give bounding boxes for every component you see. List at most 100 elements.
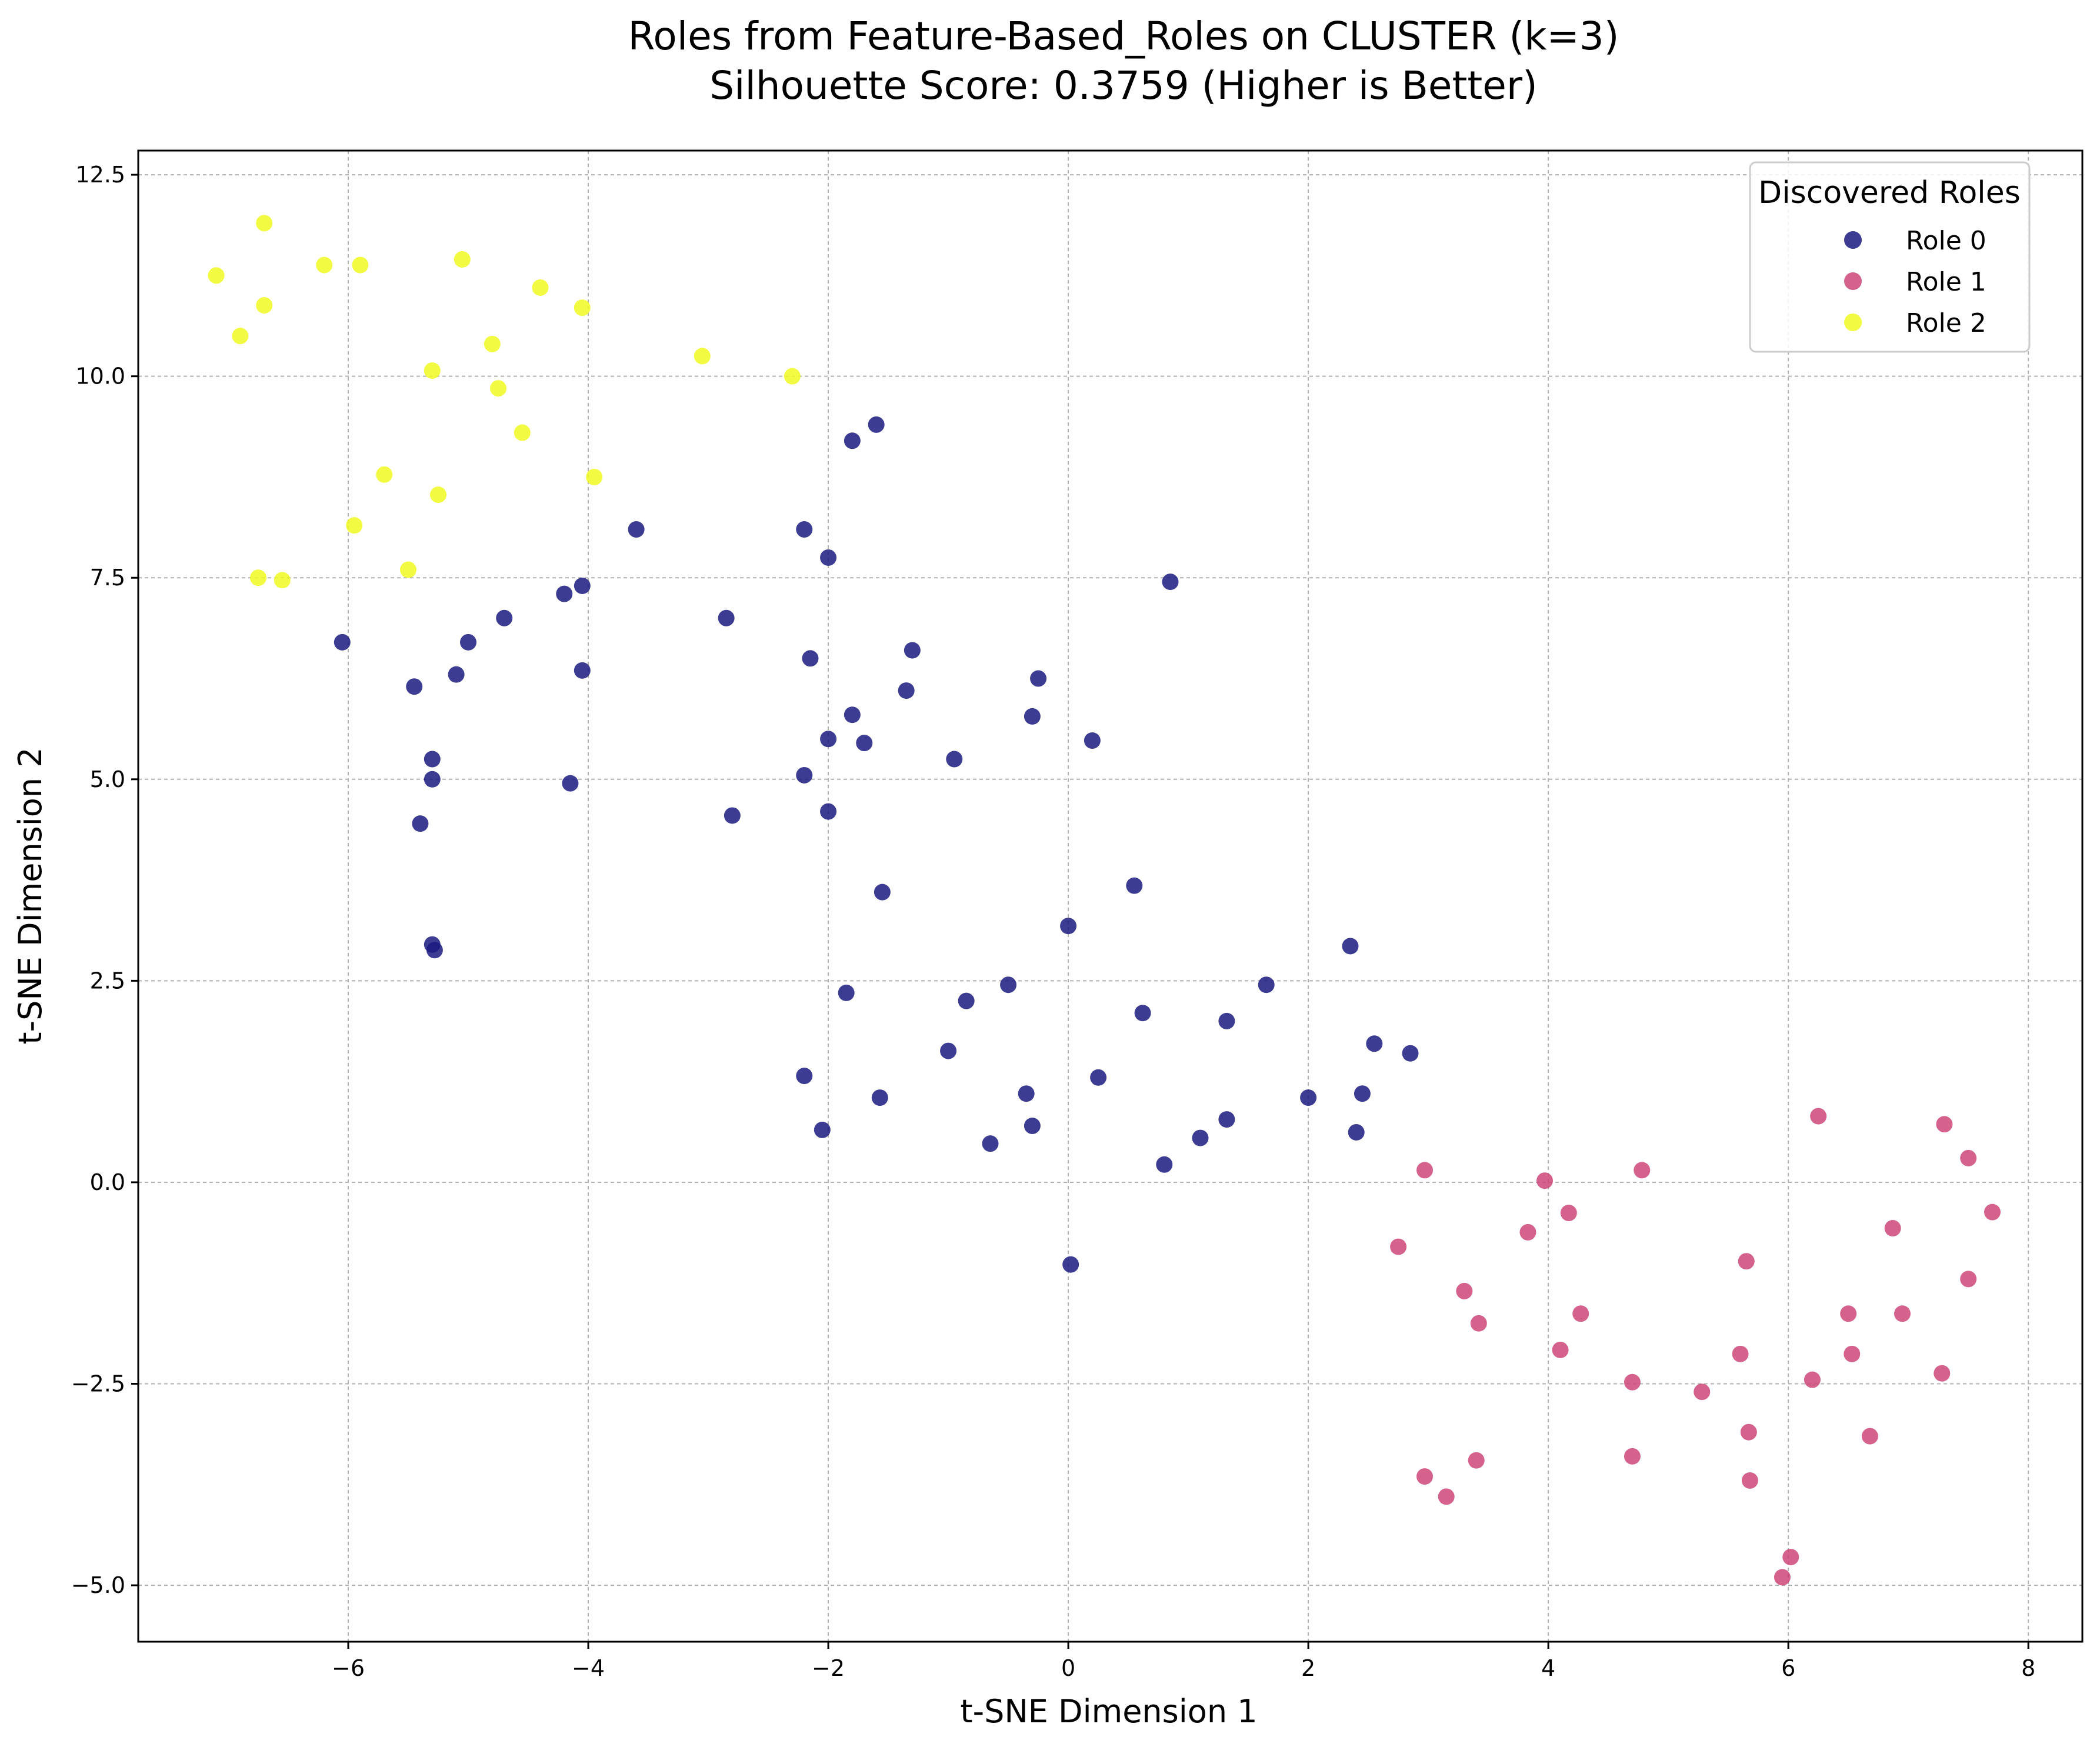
data-point [820,803,837,820]
data-point [454,251,471,268]
data-point [574,577,591,594]
data-point [556,585,573,602]
data-point [1162,574,1179,591]
data-point [1984,1203,2001,1221]
series-role-2 [208,215,801,589]
data-point [1366,1035,1383,1052]
data-point [1192,1129,1209,1146]
data-point [724,807,741,824]
legend-entries: Role 0 Role 1 Role 2 [1844,226,1986,338]
data-point [586,468,603,485]
series-role-0 [334,416,1419,1273]
data-point [1810,1108,1827,1125]
legend-entry: Role 1 [1844,267,1986,297]
legend-label: Role 0 [1906,226,1986,256]
plot-area-background [138,151,2082,1642]
data-point [1084,732,1101,749]
data-point [1844,1345,1861,1362]
data-point [1090,1069,1107,1086]
x-tick-label: 4 [1541,1655,1555,1681]
y-tick-label: 5.0 [90,766,125,792]
data-point [1884,1220,1901,1237]
data-point [562,775,579,792]
data-point [1694,1383,1711,1401]
data-point [1741,1472,1758,1489]
data-point [1126,877,1143,894]
data-point [208,267,225,284]
data-point [1024,1118,1041,1135]
legend-label: Role 1 [1906,267,1986,297]
data-point [1624,1373,1641,1391]
data-point [1560,1205,1577,1222]
data-point [1438,1488,1455,1505]
data-point [1774,1569,1791,1586]
legend-title: Discovered Roles [1758,175,2021,211]
data-point [1134,1005,1151,1022]
data-point [424,771,441,788]
data-point [874,883,891,901]
y-tick-label: −2.5 [71,1371,125,1397]
data-point [904,642,921,659]
data-point [424,362,441,379]
data-point [1468,1452,1485,1469]
data-point [1519,1223,1536,1241]
data-point [256,297,273,314]
data-point [574,662,591,679]
data-point [1634,1162,1651,1179]
chart-subtitle: Silhouette Score: 0.3759 (Higher is Bett… [709,63,1538,108]
data-point [1416,1468,1434,1485]
legend-entry: Role 2 [1844,308,1986,338]
data-point [856,735,873,752]
data-point [1624,1448,1641,1465]
data-point [334,634,351,651]
data-point [1258,976,1275,993]
data-point [274,572,291,589]
data-point [868,416,885,433]
data-point [424,751,441,768]
data-point [1300,1089,1317,1106]
data-point [814,1121,831,1138]
data-point [1894,1305,1911,1322]
data-point [628,521,645,538]
data-point [376,466,393,483]
plot-area-frame [137,149,2084,1643]
x-axis-label: t-SNE Dimension 1 [960,1693,1257,1730]
data-point [1060,918,1077,935]
data-point [574,299,591,316]
legend-label: Role 2 [1906,308,1986,338]
data-point [1342,938,1359,955]
data-point [820,731,837,748]
data-point [1156,1156,1173,1173]
data-point [532,279,549,296]
data-point [1456,1282,1473,1299]
data-point [1804,1371,1821,1388]
data-point [1000,976,1017,993]
data-point [406,678,423,695]
data-point [1024,708,1041,725]
data-point [1416,1162,1434,1179]
data-point [871,1089,888,1106]
data-points [208,215,2001,1586]
data-point [1218,1111,1235,1128]
x-tick-label: −6 [332,1655,365,1681]
legend-marker [1844,314,1862,331]
data-point [430,486,447,504]
y-tick-label: 0.0 [90,1169,125,1195]
data-point [316,256,333,274]
data-point [1030,670,1047,687]
data-point [1018,1085,1035,1102]
data-point [1348,1123,1365,1141]
x-tick-label: −4 [572,1655,605,1681]
data-point [1782,1549,1799,1566]
data-point [784,368,801,385]
data-point [1572,1305,1589,1322]
data-point [796,521,813,538]
data-point [426,942,443,959]
data-point [844,432,861,449]
x-tick-label: 0 [1061,1655,1075,1681]
data-point [1218,1012,1235,1029]
legend: Discovered Roles Role 0 Role 1 Role 2 [1749,161,2031,353]
data-point [1934,1365,1951,1382]
series-role-1 [1390,1108,2001,1586]
